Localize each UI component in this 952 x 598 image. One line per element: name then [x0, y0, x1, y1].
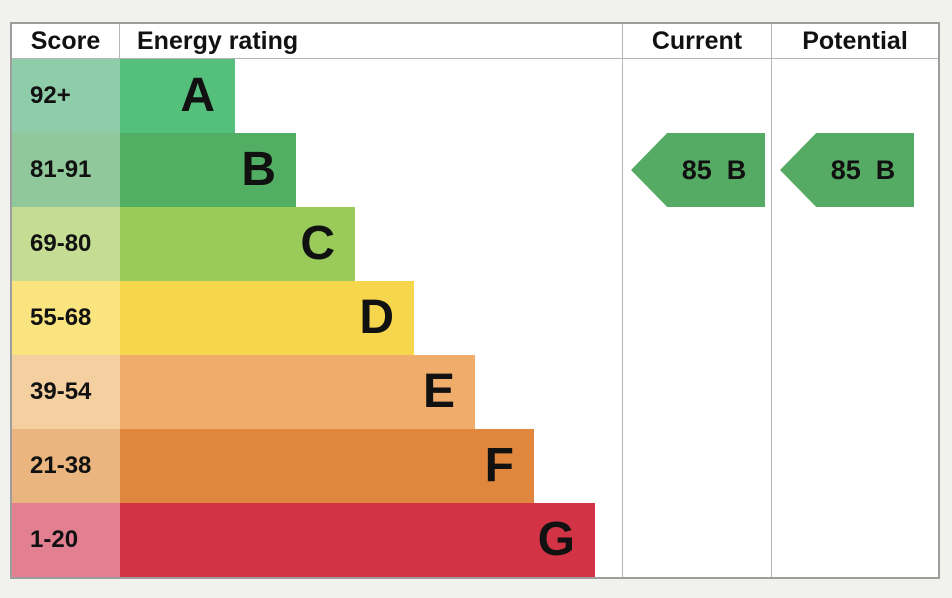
rating-letter: G [537, 513, 575, 566]
band-row-e: 39-54 E [12, 355, 938, 429]
current-column-cell [622, 503, 771, 577]
rating-bar: B [120, 133, 296, 207]
current-column-cell [622, 207, 771, 281]
potential-column-cell [771, 355, 938, 429]
potential-column-cell [771, 59, 938, 133]
potential-column-cell [771, 281, 938, 355]
score-cell: 1-20 [12, 503, 120, 577]
potential-score-value: 85 [830, 154, 861, 185]
rating-letter: E [422, 365, 455, 418]
rating-area: C [120, 207, 622, 281]
band-row-a: 92+ A [12, 59, 938, 133]
rating-letter: C [300, 217, 335, 270]
band-row-g: 1-20 G [12, 503, 938, 577]
potential-column-cell [771, 207, 938, 281]
band-row-b: 81-91 B 85 B 85 B [12, 133, 938, 207]
header-energy-rating-label: Energy rating [137, 26, 299, 55]
rating-area: D [120, 281, 622, 355]
band-row-d: 55-68 D [12, 281, 938, 355]
potential-column-cell: 85 B [771, 133, 938, 207]
current-score-value: 85 [681, 154, 712, 185]
band-row-f: 21-38 F [12, 429, 938, 503]
score-cell: 21-38 [12, 429, 120, 503]
score-cell: 92+ [12, 59, 120, 133]
potential-column-cell [771, 429, 938, 503]
rating-area: A [120, 59, 622, 133]
score-cell: 69-80 [12, 207, 120, 281]
rating-bar: F [120, 429, 534, 503]
band-rows: 92+ A 81-91 B 85 B [12, 59, 938, 577]
header-score-label: Score [12, 24, 120, 58]
rating-bar: G [120, 503, 595, 577]
current-column-cell [622, 429, 771, 503]
current-rating-arrow: 85 B [631, 133, 765, 207]
header-potential-label: Potential [771, 24, 938, 58]
current-column-cell [622, 355, 771, 429]
rating-letter: A [180, 69, 215, 122]
current-column-cell [622, 281, 771, 355]
rating-area: F [120, 429, 622, 503]
rating-letter: D [359, 291, 394, 344]
current-column-cell [622, 59, 771, 133]
rating-bar: D [120, 281, 414, 355]
potential-column-cell [771, 503, 938, 577]
rating-area: G [120, 503, 622, 577]
header-row: Score Energy rating Current Potential [12, 24, 938, 59]
rating-area: E [120, 355, 622, 429]
rating-bar: C [120, 207, 355, 281]
epc-rating-chart: Score Energy rating Current Potential 92… [10, 22, 940, 579]
potential-rating-letter: B [875, 154, 896, 185]
potential-rating-arrow: 85 B [780, 133, 914, 207]
score-cell: 39-54 [12, 355, 120, 429]
current-rating-letter: B [726, 154, 747, 185]
score-cell: 81-91 [12, 133, 120, 207]
rating-letter: B [241, 143, 276, 196]
rating-bar: A [120, 59, 235, 133]
band-row-c: 69-80 C [12, 207, 938, 281]
rating-area: B [120, 133, 622, 207]
current-column-cell: 85 B [622, 133, 771, 207]
score-cell: 55-68 [12, 281, 120, 355]
rating-letter: F [484, 439, 514, 492]
header-current-label: Current [622, 24, 771, 58]
rating-bar: E [120, 355, 475, 429]
